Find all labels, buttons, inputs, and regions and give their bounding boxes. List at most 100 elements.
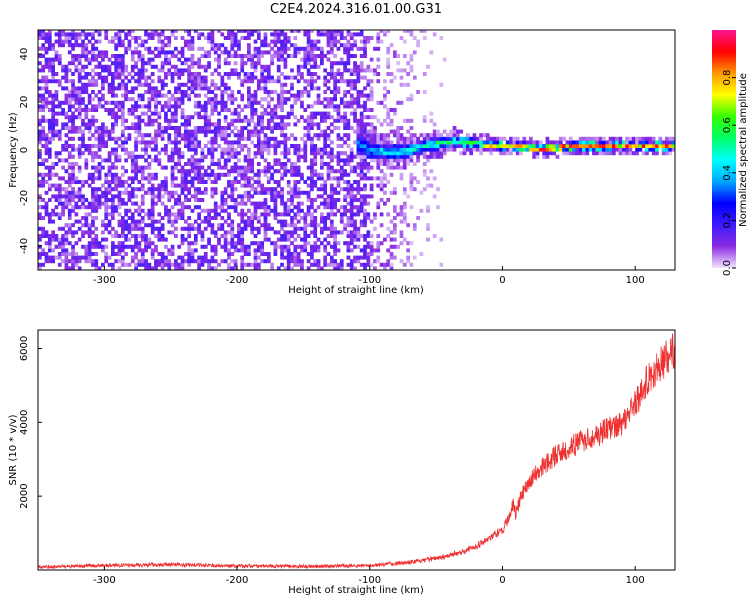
spectrogram-cell <box>260 122 265 127</box>
spectrogram-cell <box>180 176 185 181</box>
spectrogram-cell <box>343 118 347 123</box>
spectrogram-cell <box>77 61 82 66</box>
spectrogram-cell <box>442 147 447 152</box>
spectrogram-cell <box>326 32 331 37</box>
spectrogram-cell <box>303 230 308 235</box>
spectrogram-cell <box>147 262 152 267</box>
spectrogram-cell <box>479 144 483 148</box>
spectrogram-cell <box>200 154 205 159</box>
spectrogram-cell <box>247 133 251 138</box>
spectrogram-cell <box>263 111 268 116</box>
spectrogram-cell <box>130 57 135 62</box>
spectrogram-cell <box>170 158 175 163</box>
spectrogram-cell <box>38 266 42 270</box>
spectrogram-cell <box>91 122 95 127</box>
spectrogram-cell <box>61 194 65 199</box>
spectrogram-cell <box>651 147 656 152</box>
spectrogram-cell <box>303 180 308 184</box>
spectrogram-cell <box>582 136 586 141</box>
spectrogram-cell <box>638 144 643 148</box>
spectrogram-cell <box>492 144 497 148</box>
spectrogram-cell <box>110 194 115 199</box>
spectrogram-cell <box>71 194 75 199</box>
spectrogram-cell <box>290 219 294 224</box>
spectrogram-cell <box>432 140 437 145</box>
spectrogram-cell <box>392 158 397 163</box>
spectrogram-cell <box>187 172 192 177</box>
spectrogram-cell <box>44 234 49 238</box>
spectrogram-cell <box>369 262 374 267</box>
spectrogram-cell <box>359 129 364 134</box>
spectrogram-cell <box>273 180 278 184</box>
spectrogram-cell <box>625 144 629 148</box>
spectrogram-cell <box>127 136 132 141</box>
spectrogram-cell <box>333 108 337 112</box>
spectrogram-cell <box>87 212 92 217</box>
spectrogram-cell <box>240 198 245 202</box>
spectrogram-cell <box>74 129 79 134</box>
spectrogram-cell <box>376 248 381 253</box>
spectrogram-cell <box>240 147 245 152</box>
spectrogram-cell <box>203 50 208 55</box>
spectrogram-cell <box>150 72 155 76</box>
spectrogram-cell <box>353 118 357 123</box>
spectrogram-cell <box>117 259 122 264</box>
spectrogram-cell <box>164 36 168 40</box>
spectrogram-cell <box>91 201 95 206</box>
spectrogram-cell <box>389 140 394 145</box>
spectrogram-cell <box>197 255 201 260</box>
spectrogram-cell <box>416 216 420 220</box>
spectrogram-cell <box>247 50 251 55</box>
spectrogram-cell <box>170 252 175 256</box>
spectrogram-cell <box>233 61 238 66</box>
spectrogram-cell <box>71 165 75 170</box>
spectrogram-cell <box>67 118 72 123</box>
spectrogram-cell <box>120 54 125 58</box>
spectrogram-cell <box>160 64 165 69</box>
spectrogram-cell <box>429 147 434 152</box>
spectrogram-cell <box>668 136 673 141</box>
spectrogram-cell <box>502 147 507 152</box>
spectrogram-cell <box>240 97 245 102</box>
spectrogram-cell <box>575 151 580 156</box>
spectrogram-cell <box>164 151 168 156</box>
spectrogram-cell <box>47 216 52 220</box>
spectrogram-cell <box>213 57 218 62</box>
spectrogram-cell <box>462 147 467 152</box>
spectrogram-cell <box>356 230 361 235</box>
spectrogram-cell <box>256 57 261 62</box>
spectrogram-cell <box>655 147 659 152</box>
spectrogram-cell <box>353 115 357 120</box>
spectrogram-cell <box>280 162 284 166</box>
spectrogram-cell <box>386 144 391 148</box>
spectrogram-cell <box>41 176 46 181</box>
spectrogram-cell <box>326 43 331 48</box>
spectrogram-cell <box>164 255 168 260</box>
spectrogram-cell <box>256 244 261 249</box>
spectrogram-cell <box>74 39 79 44</box>
spectrogram-cell <box>442 57 447 62</box>
spectrogram-cell <box>187 115 192 120</box>
spectrogram-cell <box>439 36 444 40</box>
spectrogram-cell <box>71 244 75 249</box>
spectrogram-cell <box>51 100 55 105</box>
spectrogram-cell <box>280 122 284 127</box>
spectrogram-cell <box>293 172 298 177</box>
spectrogram-cell <box>240 194 245 199</box>
spectrogram-cell <box>598 144 603 148</box>
spectrogram-cell <box>402 140 407 145</box>
spectrogram-cell <box>429 136 434 141</box>
spectrogram-cell <box>190 136 195 141</box>
spectrogram-cell <box>193 219 198 224</box>
spectrogram-cell <box>256 129 261 134</box>
spectrogram-cell <box>253 172 258 177</box>
spectrogram-cell <box>97 205 102 210</box>
spectrogram-cell <box>51 122 55 127</box>
spectrogram-cell <box>369 93 374 98</box>
spectrogram-cell <box>343 100 347 105</box>
spectrogram-cell <box>256 169 261 174</box>
spectrogram-cell <box>369 187 374 192</box>
spectrogram-cell <box>160 86 165 91</box>
spectrogram-cell <box>247 151 251 156</box>
spectrogram-cell <box>94 169 99 174</box>
